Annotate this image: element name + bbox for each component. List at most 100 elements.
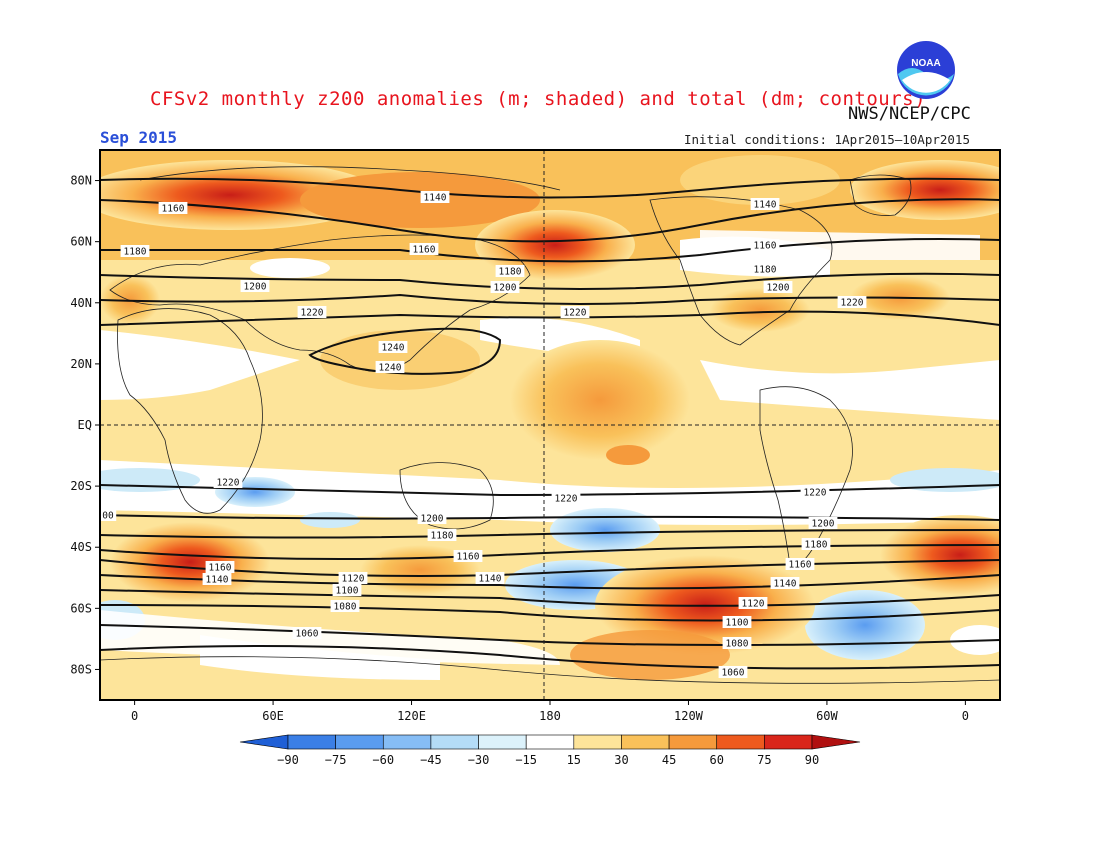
contour-label-bg [837, 296, 867, 308]
lat-label: 20S [70, 479, 92, 493]
contour-label: 1140 [774, 579, 797, 590]
contour-label: 1200 [767, 283, 790, 294]
colorbar: −90 −75 −60 −45 −30 −15 15 30 45 60 75 90 [239, 734, 861, 767]
contour-label: 1220 [841, 298, 864, 309]
contour-label-bg [750, 239, 780, 251]
colorbar-box [430, 734, 479, 750]
contour-label-bg [297, 306, 327, 318]
contour-label-bg [409, 243, 439, 255]
contour-label: 1160 [789, 560, 812, 571]
contour-label-bg [338, 572, 368, 584]
lat-label: 60S [70, 601, 92, 615]
contour-label: 1180 [754, 265, 777, 276]
colorbar-box [335, 734, 384, 750]
contour-label: 1060 [722, 668, 745, 679]
contour-label: 1080 [726, 639, 749, 650]
colorbar-box [478, 734, 527, 750]
lat-label: 80S [70, 662, 92, 676]
contour-label-bg [800, 486, 830, 498]
contour-label: 1160 [162, 204, 185, 215]
contour-label-bg [417, 512, 447, 524]
lon-label: 0 [131, 709, 138, 723]
contour-label-bg [560, 306, 590, 318]
colorbar-box [621, 734, 670, 750]
contour-label-bg [332, 584, 362, 596]
colorbar-box [525, 734, 575, 750]
colorbar-label: 60 [710, 753, 724, 767]
forecast-month: Sep 2015 [100, 128, 178, 147]
contour-label-bg [495, 265, 525, 277]
contour-label-bg [722, 637, 752, 649]
contour-label: 1200 [421, 514, 444, 525]
contour-label: 1220 [555, 494, 578, 505]
contour-label: 1140 [479, 574, 502, 585]
shaded-anomalies [100, 150, 1000, 700]
contour-label: 1060 [296, 629, 319, 640]
colorbar-label: −60 [372, 753, 394, 767]
contour-label: 1200 [812, 519, 835, 530]
svg-text:NOAA: NOAA [911, 58, 940, 69]
agency-label: NWS/NCEP/CPC [848, 104, 971, 124]
contour-label: 1100 [336, 586, 359, 597]
longitude-axis: 0 60E 120E 180 120W 60W 0 [131, 700, 969, 723]
colorbar-box [668, 734, 718, 750]
lon-label: 120W [674, 709, 704, 723]
initial-conditions: Initial conditions: 1Apr2015–10Apr2015 [684, 132, 970, 147]
lon-label: 120E [397, 709, 426, 723]
contour-label-bg [738, 597, 768, 609]
contour-label-bg [490, 281, 520, 293]
contour-label: 1240 [382, 343, 405, 354]
contour-label-bg [99, 509, 117, 521]
colorbar-box [287, 734, 336, 750]
colorbar-box [764, 734, 813, 750]
contour-label-bg [202, 573, 232, 585]
noaa-logo-icon: NOAA [897, 41, 955, 99]
contour-label-bg [158, 202, 188, 214]
contour-label-bg [330, 600, 360, 612]
colorbar-label: 75 [757, 753, 771, 767]
contour-label: 1200 [244, 282, 267, 293]
contour-label-bg [770, 577, 800, 589]
colorbar-label: 30 [614, 753, 628, 767]
contour-label: 1080 [334, 602, 357, 613]
contour-label: 1220 [804, 488, 827, 499]
colorbar-label: −30 [468, 753, 490, 767]
contour-label-bg [375, 361, 405, 373]
contour-label: 1160 [413, 245, 436, 256]
contour-label: 1160 [457, 552, 480, 563]
contour-label-bg [763, 281, 793, 293]
contour-label: 00 [102, 511, 114, 522]
contour-label-bg [808, 517, 838, 529]
latitude-axis: 80N 60N 40N 20N EQ 20S 40S 60S 80S [70, 174, 100, 676]
contour-label: 1120 [742, 599, 765, 610]
colorbar-label: 90 [805, 753, 819, 767]
contour-label-bg [718, 666, 748, 678]
contour-label-bg [120, 245, 150, 257]
lon-label: 0 [962, 709, 969, 723]
contour-label-bg [453, 550, 483, 562]
chart-title: CFSv2 monthly z200 anomalies (m; shaded)… [150, 88, 927, 110]
contour-label: 1140 [206, 575, 229, 586]
contour-label-bg [213, 476, 243, 488]
contour-label: 1220 [564, 308, 587, 319]
colorbar-label: 15 [567, 753, 581, 767]
contour-label: 1200 [494, 283, 517, 294]
colorbar-arrow-left [239, 734, 289, 750]
colorbar-label: −15 [515, 753, 537, 767]
contour-label: 1240 [379, 363, 402, 374]
contour-label-bg [750, 263, 780, 275]
lon-label: 60W [816, 709, 838, 723]
contour-label: 1160 [209, 563, 232, 574]
contour-label-bg [420, 191, 450, 203]
lat-label: 40S [70, 540, 92, 554]
contour-label-bg [785, 558, 815, 570]
lat-label: 80N [70, 174, 92, 188]
contour-label-bg [292, 627, 322, 639]
contour-label: 1160 [754, 241, 777, 252]
lat-label: 20N [70, 357, 92, 371]
contour-label: 1180 [124, 247, 147, 258]
contour-label-bg [722, 616, 752, 628]
contour-label-bg [378, 341, 408, 353]
contour-label: 1180 [499, 267, 522, 278]
